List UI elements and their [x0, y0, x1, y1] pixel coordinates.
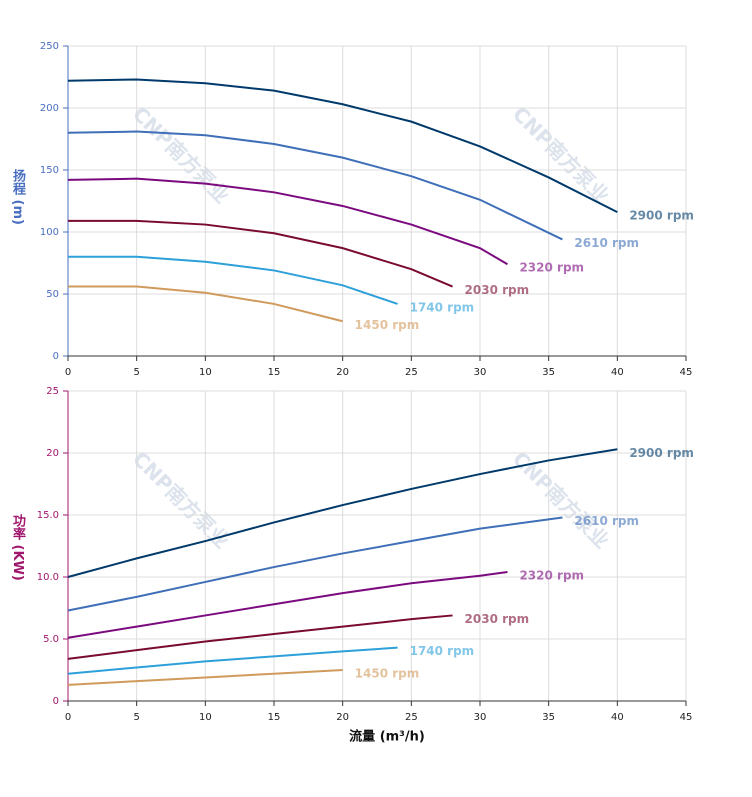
x-tick-label: 5 [133, 367, 139, 378]
x-tick-label: 35 [542, 367, 555, 378]
y-axis-label: 功率 (KW) [10, 514, 25, 581]
x-tick-label: 25 [405, 367, 418, 378]
y-tick-label: 100 [40, 227, 59, 238]
series-label: 1450 rpm [355, 667, 420, 681]
series-label: 2320 rpm [519, 569, 584, 583]
y-tick-label: 25 [46, 386, 59, 397]
x-tick-label: 15 [268, 712, 281, 723]
x-tick-label: 5 [133, 712, 139, 723]
series-label: 2610 rpm [574, 236, 639, 250]
watermark: CNP南方泵业 [508, 447, 614, 553]
series-label: 2030 rpm [465, 283, 530, 297]
series-label: 2320 rpm [519, 261, 584, 275]
curve [67, 646, 398, 675]
x-tick-label: 45 [680, 367, 693, 378]
curve [68, 285, 343, 323]
x-tick-label: 30 [474, 712, 487, 723]
series-label: 1740 rpm [410, 644, 475, 658]
x-tick-label: 0 [65, 367, 71, 378]
curve [67, 130, 563, 241]
y-tick-label: 20 [46, 448, 59, 459]
x-tick-label: 10 [199, 712, 212, 723]
y-tick-label: 5.0 [43, 634, 59, 645]
x-tick-label: 45 [680, 712, 693, 723]
curve [67, 448, 618, 578]
curve [67, 614, 453, 660]
curve [67, 78, 618, 214]
curve [67, 571, 508, 639]
x-tick-label: 20 [336, 367, 349, 378]
y-axis-label: 扬程 (m) [10, 169, 25, 225]
series-label: 2900 rpm [629, 209, 694, 223]
x-tick-label: 20 [336, 712, 349, 723]
series-label: 1740 rpm [410, 300, 475, 314]
x-tick-label: 40 [611, 367, 624, 378]
series-label: 2900 rpm [629, 446, 694, 460]
curve [68, 219, 453, 288]
watermark: CNP南方泵业 [128, 102, 234, 208]
y-tick-label: 200 [40, 103, 59, 114]
x-tick-label: 30 [474, 367, 487, 378]
x-tick-label: 10 [199, 367, 212, 378]
x-tick-label: 15 [268, 367, 281, 378]
y-tick-label: 50 [46, 289, 59, 300]
x-tick-label: 0 [65, 712, 71, 723]
watermark: CNP南方泵业 [508, 102, 614, 208]
series-label: 2030 rpm [465, 612, 530, 626]
curve [67, 516, 563, 612]
y-tick-label: 0 [53, 351, 59, 362]
y-tick-label: 10.0 [37, 572, 59, 583]
x-tick-label: 25 [405, 712, 418, 723]
x-axis-label: 流量 (m³/h) [349, 729, 425, 745]
y-tick-label: 0 [53, 696, 59, 707]
y-tick-label: 150 [40, 165, 59, 176]
y-tick-label: 250 [40, 41, 59, 52]
curve [67, 177, 508, 266]
series-label: 2610 rpm [574, 514, 639, 528]
curve [67, 669, 343, 686]
curve [68, 255, 398, 305]
series-label: 1450 rpm [355, 318, 420, 332]
x-tick-label: 35 [542, 712, 555, 723]
y-tick-label: 15.0 [37, 510, 59, 521]
x-tick-label: 40 [611, 712, 624, 723]
